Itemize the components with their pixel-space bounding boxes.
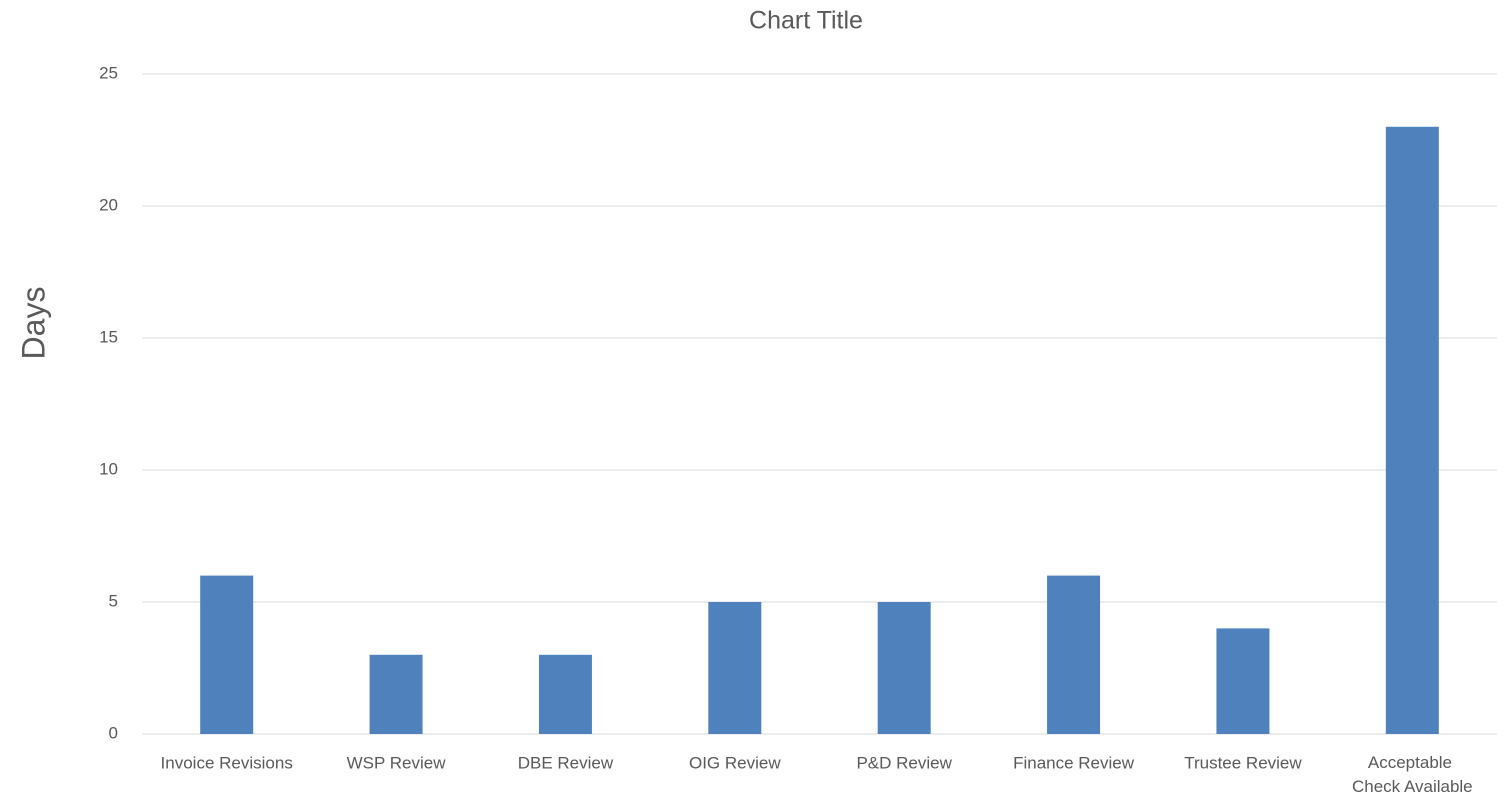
x-tick-label: Invoice Revisions [161, 753, 293, 772]
x-tick-label: DBE Review [518, 753, 614, 772]
y-tick-label: 25 [99, 63, 118, 82]
chart-title: Chart Title [749, 7, 863, 35]
x-tick-label: P&D Review [856, 753, 952, 772]
bar [708, 602, 761, 734]
bar [1386, 127, 1439, 734]
y-tick-label: 20 [99, 195, 118, 214]
y-tick-label: 10 [99, 459, 118, 478]
bar [200, 576, 253, 734]
bar [539, 655, 592, 734]
y-tick-label: 5 [109, 591, 118, 610]
x-tick-label: WSP Review [347, 753, 447, 772]
bar [878, 602, 931, 734]
bar [1047, 576, 1100, 734]
y-tick-label: 15 [99, 327, 118, 346]
x-tick-label: OIG Review [689, 753, 781, 772]
y-tick-label: 0 [109, 723, 118, 742]
bar [1216, 628, 1269, 734]
chart: Chart Title Days 0 5 10 15 20 25 Invoice Revis… [0, 0, 1497, 803]
x-tick-label: Finance Review [1013, 753, 1135, 772]
x-tick-label: Trustee Review [1184, 753, 1302, 772]
bar [370, 655, 423, 734]
y-axis-label: Days [15, 287, 51, 360]
